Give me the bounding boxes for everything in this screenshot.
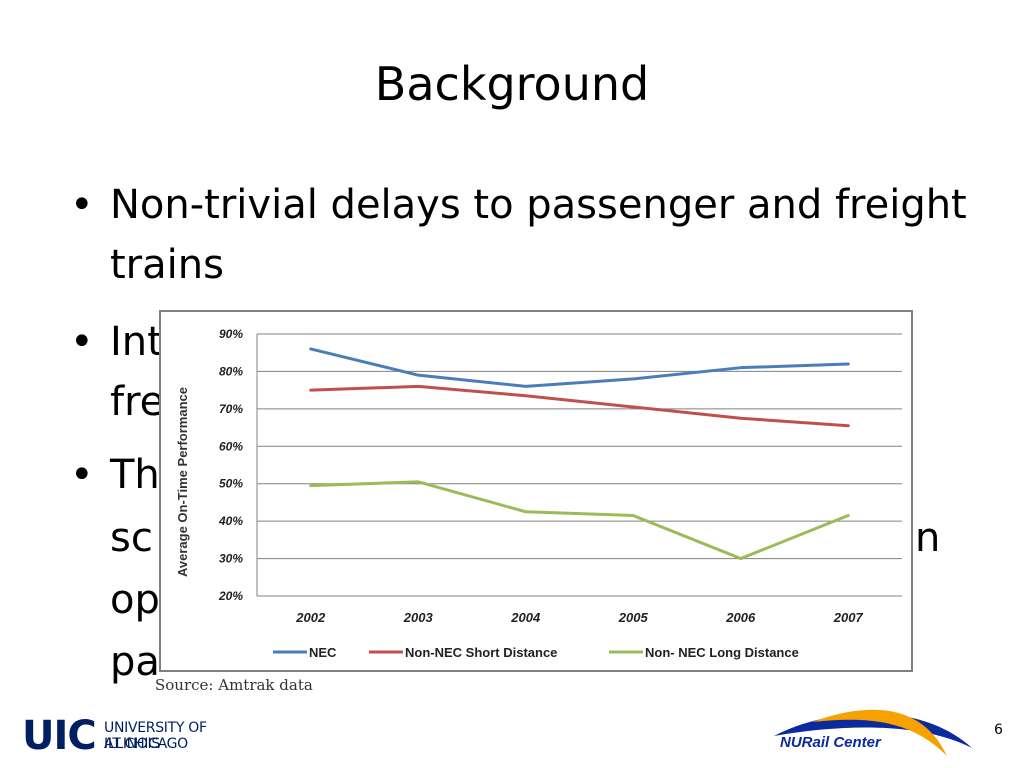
legend-label-2: Non- NEC Long Distance <box>645 645 799 660</box>
x-tick-label: 2002 <box>295 610 326 625</box>
x-tick-label: 2005 <box>618 610 649 625</box>
page-number: 6 <box>994 722 1003 738</box>
legend-label-1: Non-NEC Short Distance <box>405 645 557 660</box>
series-layer <box>309 347 850 561</box>
bullet-2-line-2: fre <box>110 379 165 425</box>
bullet-3-line-1: Th <box>110 452 160 498</box>
y-tick-label: 40% <box>218 514 243 528</box>
grid-layer <box>256 333 902 597</box>
x-tick-label: 2003 <box>403 610 434 625</box>
y-tick-label: 90% <box>219 327 243 341</box>
series-line-2 <box>309 480 850 561</box>
bullet-marker: • <box>70 182 94 228</box>
series-line-0 <box>309 347 850 388</box>
legend-label-0: NEC <box>309 645 337 660</box>
uic-logo: UIC UNIVERSITY OF ILLINOIS AT CHICAGO <box>22 716 262 756</box>
uic-logo-line-2: AT CHICAGO <box>104 736 188 752</box>
y-tick-label: 80% <box>219 364 243 378</box>
bullet-3-line-2: sc <box>110 515 153 561</box>
y-tick-label: 30% <box>219 552 243 566</box>
uic-logo-letters: UIC <box>22 713 97 759</box>
nurail-logo-swoosh-orange <box>812 709 947 756</box>
bullet-3-line-4: pa <box>110 639 160 685</box>
bullet-2-line-1: Int <box>110 319 163 365</box>
uic-logo-line-1: UNIVERSITY OF ILLINOIS <box>104 720 207 752</box>
y-tick-label: 20% <box>218 589 243 603</box>
slide-title: Background <box>374 57 650 111</box>
nurail-logo-swoosh-blue <box>774 713 972 748</box>
chart-legend: NEC Non-NEC Short Distance Non- NEC Long D… <box>273 645 799 660</box>
bullet-marker: • <box>70 319 94 365</box>
x-tick-label: 2007 <box>833 610 864 625</box>
chart-source: Source: Amtrak data <box>155 676 313 694</box>
y-axis-label: Average On-Time Performance <box>175 387 190 577</box>
y-tick-label: 70% <box>219 402 243 416</box>
series-line-1 <box>309 384 850 428</box>
x-tick-label: 2004 <box>510 610 541 625</box>
bullet-3-line-2-tail: n <box>915 515 941 561</box>
bullet-1-line-2: trains <box>110 242 224 288</box>
bullet-3-line-3: op <box>110 577 160 623</box>
bullet-1-line-1: Non-trivial delays to passenger and frei… <box>110 182 967 228</box>
chart-canvas: 20% 30% 40% 50% 60% 70% 80% 90% 2002 2003 2004 2005… <box>175 327 902 660</box>
nurail-logo-text: NURail Center <box>780 734 882 751</box>
on-time-performance-chart: 20% 30% 40% 50% 60% 70% 80% 90% 2002 2003 2004 2005… <box>159 310 913 672</box>
tick-layer: 20% 30% 40% 50% 60% 70% 80% 90% 2002 2003 2004 2005… <box>218 327 864 625</box>
bullet-marker: • <box>70 452 94 498</box>
y-tick-label: 60% <box>219 439 243 453</box>
y-tick-label: 50% <box>219 477 243 491</box>
x-tick-label: 2006 <box>725 610 756 625</box>
nurail-logo: NURail Center <box>774 709 972 756</box>
